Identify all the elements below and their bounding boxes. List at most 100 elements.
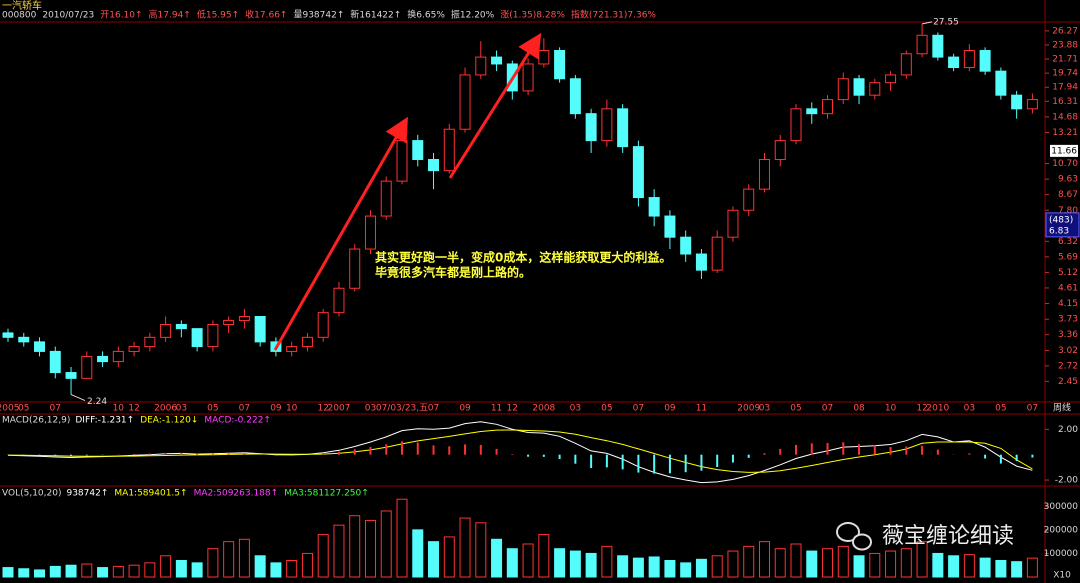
volume-bar <box>459 517 471 578</box>
volume-bar <box>569 550 581 578</box>
x-tick-label: 05 <box>601 404 612 414</box>
x-tick-label: 2005 <box>0 404 19 414</box>
candle-body <box>885 74 897 84</box>
candle-body <box>364 215 376 250</box>
x-tick-label: 07 <box>633 404 644 414</box>
candle-body <box>443 128 455 172</box>
x-tick-label: 07 <box>428 404 439 414</box>
x-tick-label: 03 <box>176 404 187 414</box>
volume-bar <box>286 559 298 578</box>
quote-field: 低15.95↑ <box>197 9 239 21</box>
x-tick-label: 05 <box>995 404 1006 414</box>
x-tick-label: 07 <box>239 404 250 414</box>
volume-bar <box>412 529 424 578</box>
y-tick-label: 23.88 <box>1052 40 1078 50</box>
x-tick-label: 2008 <box>532 404 555 414</box>
y-tick-label: 13.21 <box>1052 128 1078 138</box>
candle-body <box>569 78 581 115</box>
candle-body <box>34 341 46 352</box>
y-tick-label: 19.74 <box>1052 69 1078 79</box>
candle-body <box>869 82 881 96</box>
candle-body <box>412 140 424 160</box>
x-tick-label: 12 <box>507 404 518 414</box>
y-tick-label: 17.94 <box>1052 83 1078 93</box>
candle-body <box>144 336 156 348</box>
volume-bar <box>601 545 613 578</box>
volume-bar <box>223 541 235 578</box>
legend-item: DEA:-1.120↓ <box>140 416 198 426</box>
annotation: 毕竟很多汽车都是刚上路的。 <box>375 265 531 280</box>
legend-item: MA1:589401.5↑ <box>114 489 187 499</box>
x-tick-label: 03 <box>759 404 770 414</box>
quote-field: 高17.94↑ <box>149 9 191 21</box>
volume-bar <box>112 565 124 578</box>
candle-body <box>223 319 235 325</box>
legend-item: 938742↑ <box>66 489 108 499</box>
volume-bar <box>475 522 487 578</box>
volume-bar <box>790 543 802 578</box>
candle-body <box>160 323 172 338</box>
volume-bar <box>207 548 219 578</box>
max-label: 27.55 <box>933 17 959 27</box>
volume-bar <box>1026 557 1038 578</box>
quote-field: 涨(1.35)8.28% <box>500 10 565 21</box>
volume-bar <box>301 552 313 578</box>
x-tick-label: 09 <box>270 404 282 414</box>
y-tick-label: -2.00 <box>1055 476 1079 486</box>
candle-body <box>286 346 298 352</box>
candle-body <box>428 158 440 172</box>
quote-field: 2010/07/23 <box>42 11 94 21</box>
arrow <box>448 32 542 179</box>
candle-body <box>65 372 77 379</box>
candle-body <box>333 287 345 314</box>
y-tick-label: 14.68 <box>1052 112 1078 122</box>
volume-bar <box>680 562 692 578</box>
x-tick-label: 11 <box>491 404 502 414</box>
y-tick-label: 10.70 <box>1052 159 1078 169</box>
volume-bar <box>144 562 156 578</box>
volume-bar <box>869 552 881 578</box>
wechat-icon <box>836 522 872 551</box>
x-tick-label: 10 <box>286 404 298 414</box>
y-tick-label: 4.61 <box>1058 283 1078 293</box>
volume-bar <box>175 559 187 578</box>
candle-body <box>648 197 660 217</box>
candle-body <box>727 209 739 238</box>
x-tick-label: 2009 <box>737 404 760 414</box>
y-tick-label: 3.36 <box>1058 330 1078 340</box>
candle-body <box>128 346 140 352</box>
candle-body <box>963 50 975 69</box>
volume-bar <box>522 543 534 578</box>
volume-bar <box>254 555 266 578</box>
y-tick-label: 3.02 <box>1058 346 1078 356</box>
quote-field: 振12.20% <box>451 9 495 21</box>
candle-body <box>2 332 14 338</box>
cursor-value: 6.83 <box>1049 226 1069 236</box>
candle-body <box>1026 99 1038 110</box>
x-tick-label: 03 <box>365 404 376 414</box>
y-tick-label: 200000 <box>1044 525 1079 535</box>
candle-body <box>396 140 408 182</box>
volume-bar <box>428 541 440 578</box>
candle-body <box>932 34 944 58</box>
volume-bar <box>270 562 282 578</box>
candle-body <box>207 323 219 348</box>
quote-field: 指数(721.31)7.36% <box>571 9 657 21</box>
candle-body <box>790 108 802 142</box>
y-tick-label: 2.72 <box>1058 361 1078 371</box>
volume-bar <box>81 563 93 578</box>
quote-field: 量938742↑ <box>293 10 344 21</box>
arrow <box>273 116 408 351</box>
x-tick-label: 12 <box>128 404 139 414</box>
y-tick-label: 5.69 <box>1058 252 1078 262</box>
x-tick-label: 2006 <box>154 404 177 414</box>
volume-bar <box>963 554 975 578</box>
candle-body <box>822 99 834 115</box>
candle-body <box>380 180 392 217</box>
candle-body <box>585 113 597 142</box>
volume-bar <box>491 538 503 578</box>
min-leader <box>70 394 86 402</box>
candle-body <box>995 70 1007 96</box>
stock-title: 一汽轿车 <box>2 0 42 12</box>
